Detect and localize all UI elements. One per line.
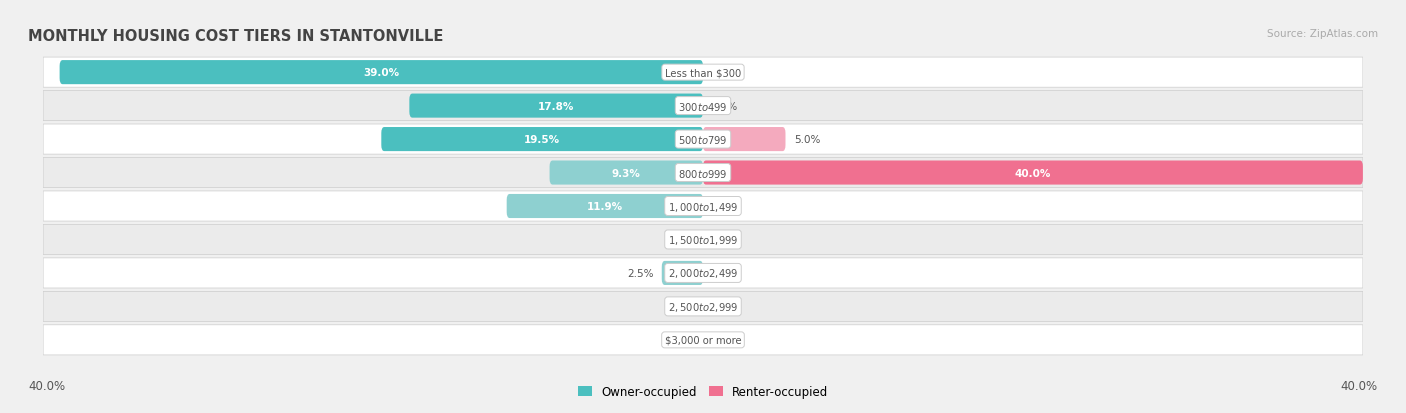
- Text: Less than $300: Less than $300: [665, 68, 741, 78]
- Text: $3,000 or more: $3,000 or more: [665, 335, 741, 345]
- FancyBboxPatch shape: [59, 61, 703, 85]
- Text: 0.0%: 0.0%: [711, 101, 738, 112]
- FancyBboxPatch shape: [381, 128, 703, 152]
- Text: 39.0%: 39.0%: [363, 68, 399, 78]
- Text: 0.0%: 0.0%: [711, 268, 738, 278]
- FancyBboxPatch shape: [662, 261, 703, 285]
- FancyBboxPatch shape: [44, 292, 1362, 322]
- Text: 5.0%: 5.0%: [794, 135, 820, 145]
- Text: 17.8%: 17.8%: [538, 101, 575, 112]
- FancyBboxPatch shape: [44, 225, 1362, 255]
- Text: 0.0%: 0.0%: [711, 68, 738, 78]
- Text: 40.0%: 40.0%: [1341, 380, 1378, 392]
- Text: 0.0%: 0.0%: [711, 335, 738, 345]
- Text: 0.0%: 0.0%: [711, 202, 738, 211]
- Text: 19.5%: 19.5%: [524, 135, 560, 145]
- FancyBboxPatch shape: [506, 195, 703, 218]
- Text: 2.5%: 2.5%: [627, 268, 654, 278]
- Text: 9.3%: 9.3%: [612, 168, 641, 178]
- Text: $2,500 to $2,999: $2,500 to $2,999: [668, 300, 738, 313]
- Text: 0.0%: 0.0%: [711, 301, 738, 312]
- Text: $500 to $799: $500 to $799: [678, 134, 728, 146]
- FancyBboxPatch shape: [44, 158, 1362, 188]
- FancyBboxPatch shape: [44, 258, 1362, 288]
- Text: 0.0%: 0.0%: [668, 301, 695, 312]
- FancyBboxPatch shape: [44, 192, 1362, 221]
- Text: 11.9%: 11.9%: [586, 202, 623, 211]
- FancyBboxPatch shape: [44, 91, 1362, 121]
- FancyBboxPatch shape: [44, 58, 1362, 88]
- Text: Source: ZipAtlas.com: Source: ZipAtlas.com: [1267, 29, 1378, 39]
- Legend: Owner-occupied, Renter-occupied: Owner-occupied, Renter-occupied: [572, 381, 834, 403]
- FancyBboxPatch shape: [44, 125, 1362, 155]
- Text: MONTHLY HOUSING COST TIERS IN STANTONVILLE: MONTHLY HOUSING COST TIERS IN STANTONVIL…: [28, 29, 443, 44]
- Text: 40.0%: 40.0%: [1015, 168, 1052, 178]
- Text: $800 to $999: $800 to $999: [678, 167, 728, 179]
- Text: 40.0%: 40.0%: [28, 380, 65, 392]
- Text: 0.0%: 0.0%: [668, 335, 695, 345]
- Text: $2,000 to $2,499: $2,000 to $2,499: [668, 267, 738, 280]
- FancyBboxPatch shape: [703, 161, 1362, 185]
- FancyBboxPatch shape: [409, 94, 703, 119]
- Text: $300 to $499: $300 to $499: [678, 100, 728, 112]
- FancyBboxPatch shape: [550, 161, 703, 185]
- Text: 0.0%: 0.0%: [668, 235, 695, 245]
- FancyBboxPatch shape: [44, 325, 1362, 355]
- Text: 0.0%: 0.0%: [711, 235, 738, 245]
- FancyBboxPatch shape: [703, 128, 786, 152]
- Text: $1,500 to $1,999: $1,500 to $1,999: [668, 233, 738, 247]
- Text: $1,000 to $1,499: $1,000 to $1,499: [668, 200, 738, 213]
